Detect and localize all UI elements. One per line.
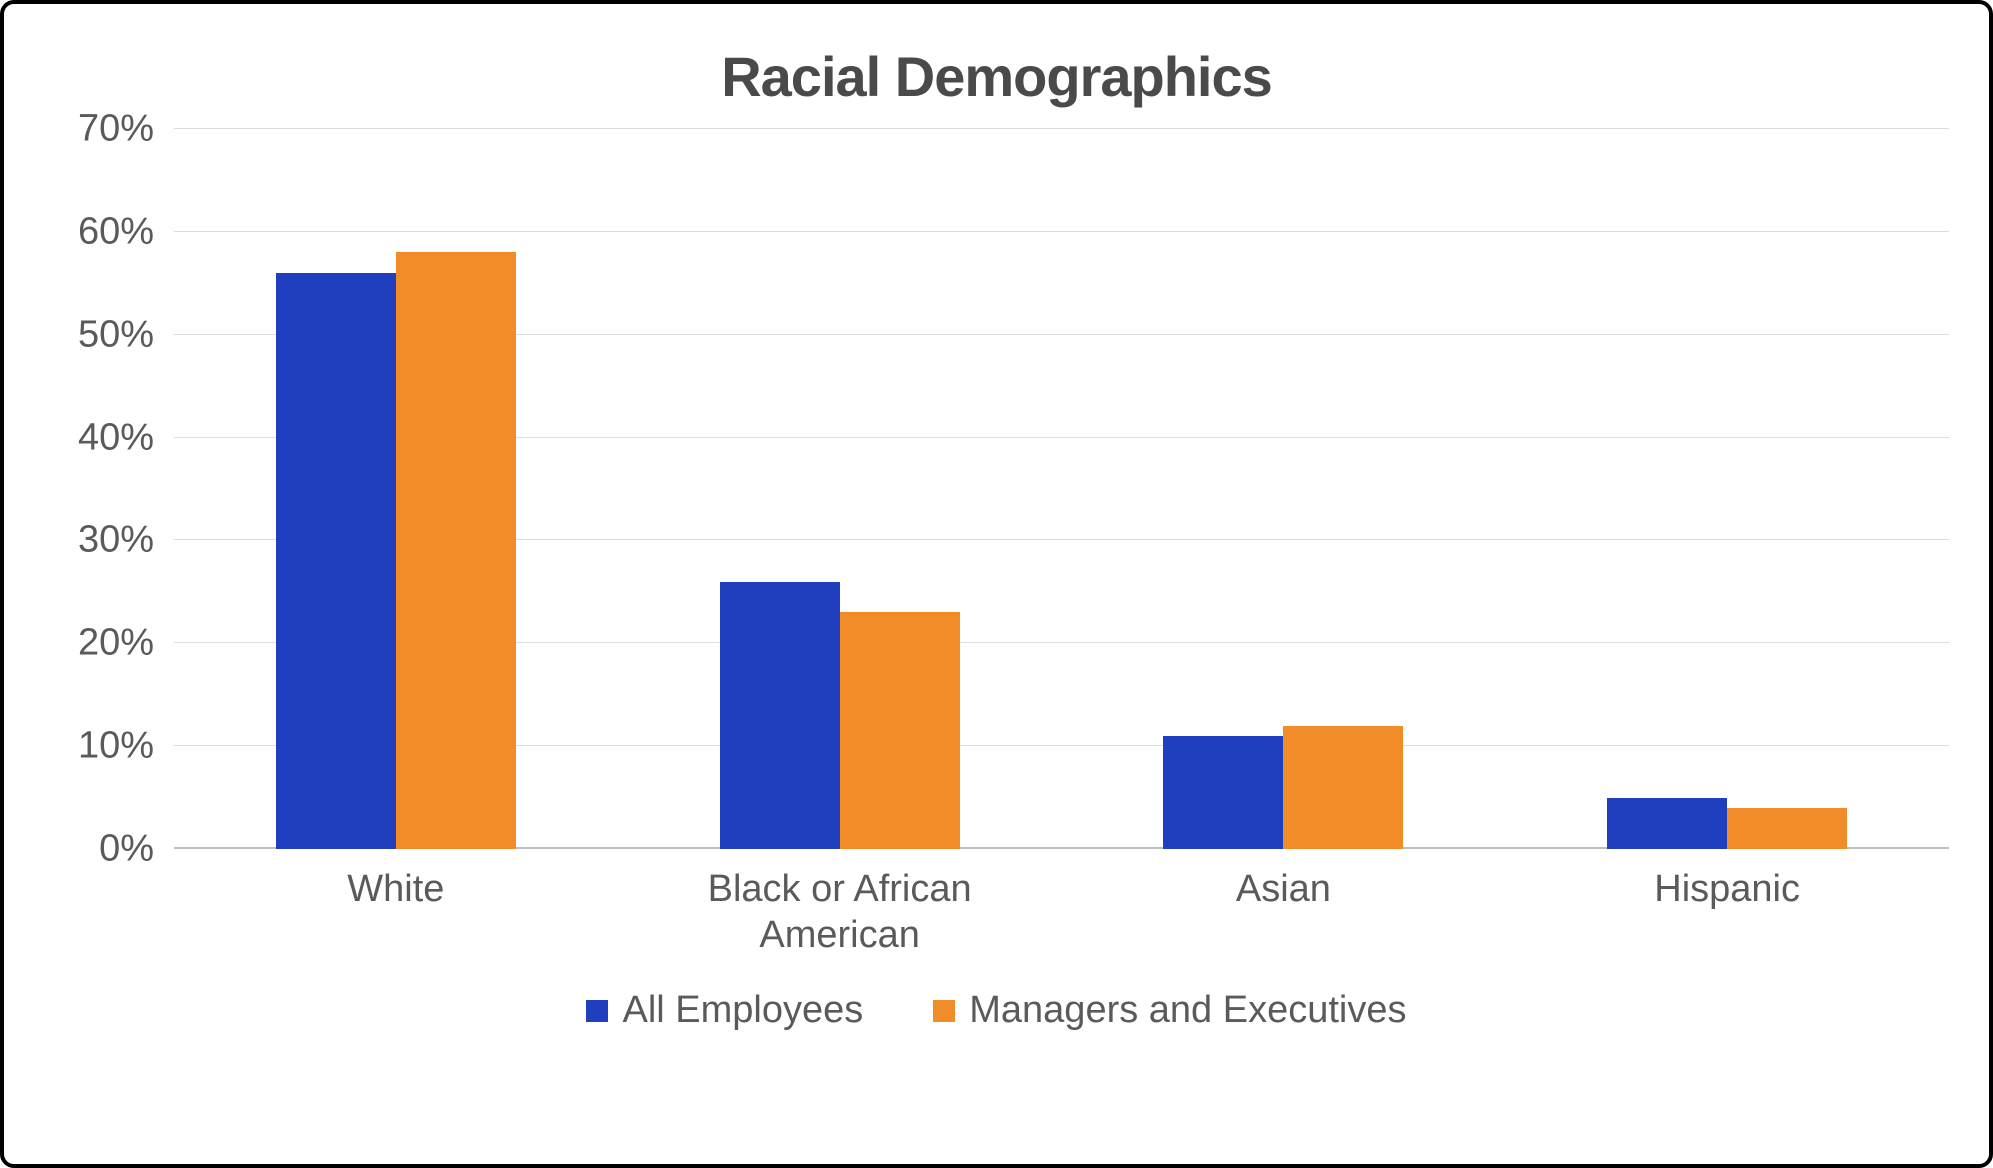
x-category-label: Black or AfricanAmerican	[618, 849, 1062, 969]
chart-title: Racial Demographics	[44, 44, 1949, 109]
y-tick-label: 0%	[99, 828, 154, 871]
legend-item: Managers and Executives	[933, 989, 1406, 1032]
gridline	[174, 231, 1949, 232]
legend-swatch	[933, 1000, 955, 1022]
y-tick-label: 30%	[78, 519, 154, 562]
legend-swatch	[586, 1000, 608, 1022]
chart-area: 0%10%20%30%40%50%60%70% WhiteBlack or Af…	[44, 129, 1949, 1134]
legend-label: Managers and Executives	[969, 989, 1406, 1032]
y-tick-label: 70%	[78, 108, 154, 151]
legend-item: All Employees	[586, 989, 863, 1032]
x-category-label: Hispanic	[1505, 849, 1949, 969]
bar	[1607, 798, 1727, 849]
y-tick-label: 60%	[78, 210, 154, 253]
gridline	[174, 128, 1949, 129]
bar	[396, 252, 516, 849]
bar	[276, 273, 396, 849]
y-tick-label: 10%	[78, 725, 154, 768]
chart-frame: Racial Demographics 0% 10% 20% 30% 40% 50% 60%…	[0, 0, 1993, 1168]
plot-row: 0%10%20%30%40%50%60%70%	[44, 129, 1949, 849]
y-axis: 0%10%20%30%40%50%60%70%	[44, 129, 174, 849]
y-tick-label: 50%	[78, 313, 154, 356]
x-category-label: White	[174, 849, 618, 969]
bar	[1163, 736, 1283, 849]
bar	[1727, 808, 1847, 849]
plot-area	[174, 129, 1949, 849]
y-tick-label: 40%	[78, 416, 154, 459]
legend-label: All Employees	[622, 989, 863, 1032]
legend: All Employees Managers and Executives	[44, 989, 1949, 1032]
bar	[840, 612, 960, 849]
bar	[1283, 726, 1403, 849]
y-tick-label: 20%	[78, 622, 154, 665]
x-category-label: Asian	[1062, 849, 1506, 969]
bar	[720, 582, 840, 849]
x-axis: WhiteBlack or AfricanAmericanAsianHispan…	[174, 849, 1949, 969]
